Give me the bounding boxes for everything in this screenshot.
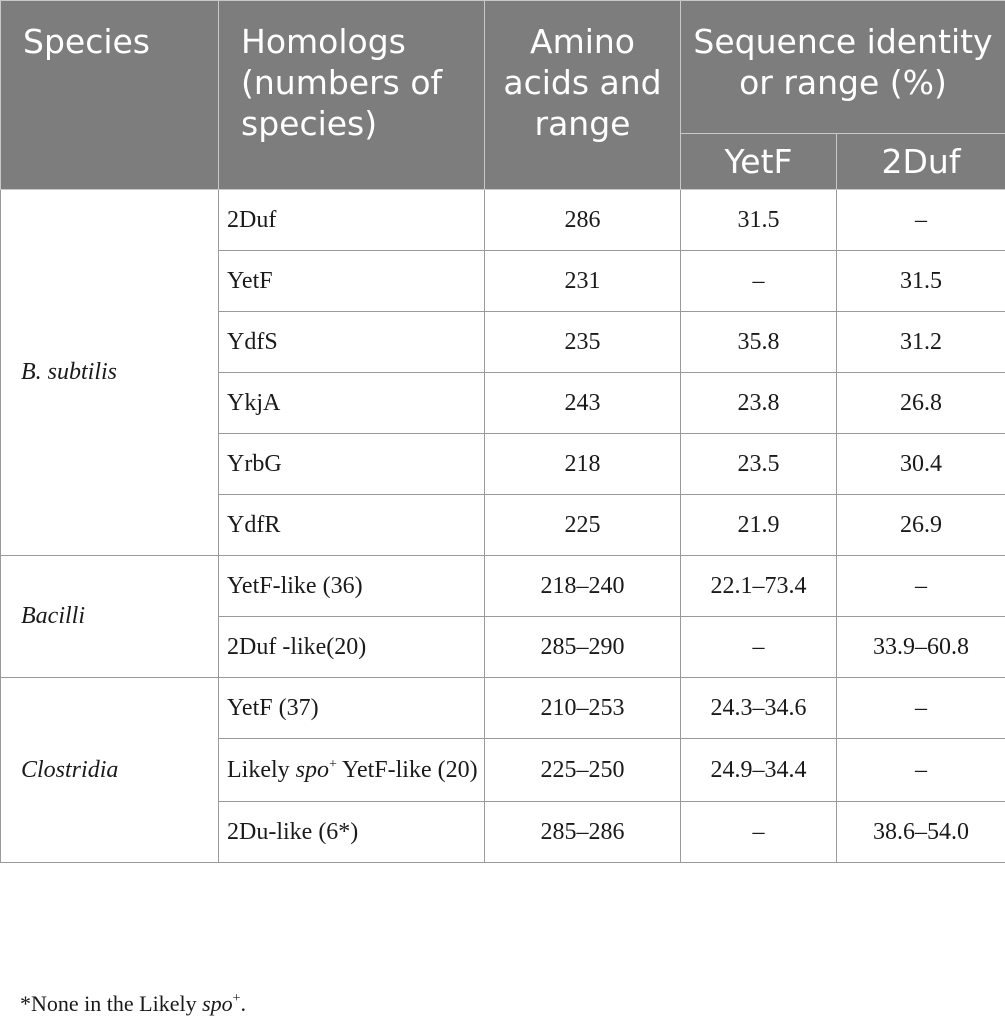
amino-acids-cell: 286: [484, 189, 681, 251]
amino-acids-cell: 231: [484, 250, 681, 312]
duf-identity-cell: –: [836, 189, 1005, 251]
table-header: Species Homologs (numbers of species) Am…: [0, 0, 1005, 190]
yetf-identity-cell: –: [680, 801, 837, 863]
homolog-cell: Likely spo+ YetF-like (20): [218, 738, 485, 802]
homolog-cell: YetF-like (36): [218, 555, 485, 617]
header-yetf: YetF: [680, 133, 837, 190]
homologs-table: Species Homologs (numbers of species) Am…: [0, 0, 1005, 863]
homolog-text-post: YetF-like (20): [336, 756, 478, 783]
duf-identity-cell: 26.8: [836, 372, 1005, 434]
amino-acids-cell: 225: [484, 494, 681, 556]
amino-acids-cell: 285–286: [484, 801, 681, 863]
duf-identity-cell: 38.6–54.0: [836, 801, 1005, 863]
table-row: Clostridia YetF (37) 210–253 24.3–34.6 –: [0, 677, 1005, 863]
homolog-cell: YrbG: [218, 433, 485, 495]
table-row: YdfR 225 21.9 26.9: [1, 494, 1005, 556]
yetf-identity-cell: 23.5: [680, 433, 837, 495]
table-row: 2Duf -like(20) 285–290 – 33.9–60.8: [1, 616, 1005, 678]
duf-identity-cell: 33.9–60.8: [836, 616, 1005, 678]
homolog-cell: YetF (37): [218, 677, 485, 739]
header-homologs: Homologs (numbers of species): [218, 0, 485, 190]
yetf-identity-cell: 24.3–34.6: [680, 677, 837, 739]
amino-acids-cell: 225–250: [484, 738, 681, 802]
footnote-post: .: [240, 991, 247, 1016]
table-row: 2Du-like (6*) 285–286 – 38.6–54.0: [1, 801, 1005, 863]
duf-identity-cell: –: [836, 555, 1005, 617]
table-row: Likely spo+ YetF-like (20) 225–250 24.9–…: [1, 738, 1005, 802]
homolog-text-pre: Likely: [227, 756, 296, 783]
species-cell: Clostridia: [0, 677, 219, 863]
amino-acids-cell: 218: [484, 433, 681, 495]
homolog-text-italic: spo: [295, 756, 329, 783]
yetf-identity-cell: 23.8: [680, 372, 837, 434]
header-2duf: 2Duf: [836, 133, 1005, 190]
table-body: B. subtilis 2Duf 286 31.5 – YetF 231 – 3…: [0, 189, 1005, 863]
duf-identity-cell: 31.5: [836, 250, 1005, 312]
duf-identity-cell: 26.9: [836, 494, 1005, 556]
amino-acids-cell: 243: [484, 372, 681, 434]
homolog-cell: YdfS: [218, 311, 485, 373]
duf-identity-cell: –: [836, 738, 1005, 802]
homolog-text-superscript: +: [329, 756, 337, 772]
table-row: Bacilli YetF-like (36) 218–240 22.1–73.4…: [0, 555, 1005, 678]
yetf-identity-cell: –: [680, 250, 837, 312]
footnote-pre: *None in the Likely: [20, 991, 203, 1016]
yetf-identity-cell: 24.9–34.4: [680, 738, 837, 802]
homolog-cell: YkjA: [218, 372, 485, 434]
table-footnote: *None in the Likely spo+.: [20, 991, 246, 1017]
amino-acids-cell: 235: [484, 311, 681, 373]
yetf-identity-cell: 31.5: [680, 189, 837, 251]
table-row: YetF 231 – 31.5: [1, 250, 1005, 312]
duf-identity-cell: 30.4: [836, 433, 1005, 495]
header-sequence-identity: Sequence identity or range (%): [680, 0, 1005, 134]
duf-identity-cell: –: [836, 677, 1005, 739]
footnote-superscript: +: [232, 991, 241, 1006]
amino-acids-cell: 210–253: [484, 677, 681, 739]
duf-identity-cell: 31.2: [836, 311, 1005, 373]
header-species: Species: [0, 0, 219, 190]
amino-acids-cell: 218–240: [484, 555, 681, 617]
homolog-cell: YetF: [218, 250, 485, 312]
yetf-identity-cell: –: [680, 616, 837, 678]
species-cell: B. subtilis: [0, 189, 219, 556]
footnote-italic: spo: [202, 991, 233, 1016]
homolog-cell: 2Duf: [218, 189, 485, 251]
table-row: YkjA 243 23.8 26.8: [1, 372, 1005, 434]
yetf-identity-cell: 22.1–73.4: [680, 555, 837, 617]
amino-acids-cell: 285–290: [484, 616, 681, 678]
species-cell: Bacilli: [0, 555, 219, 678]
yetf-identity-cell: 21.9: [680, 494, 837, 556]
yetf-identity-cell: 35.8: [680, 311, 837, 373]
header-amino-acids: Amino acids and range: [484, 0, 681, 190]
homolog-cell: 2Duf -like(20): [218, 616, 485, 678]
homolog-cell: YdfR: [218, 494, 485, 556]
table-row: B. subtilis 2Duf 286 31.5 –: [0, 189, 1005, 556]
homolog-cell: 2Du-like (6*): [218, 801, 485, 863]
